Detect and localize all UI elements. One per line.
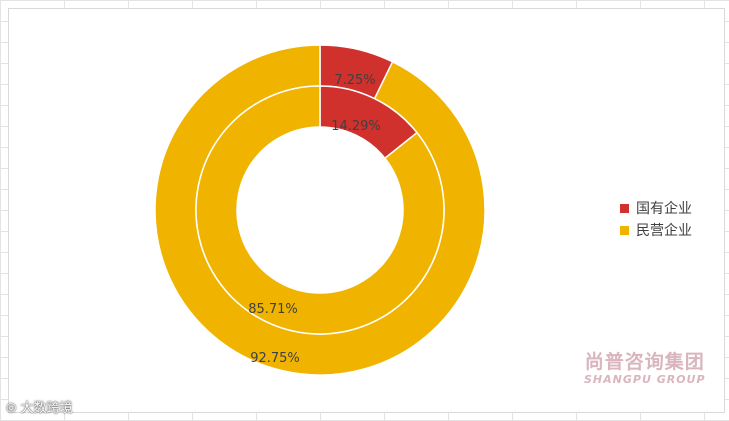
inner-ring-slice-1: [195, 85, 445, 335]
outer-ring-label-0: 7.25%: [334, 73, 375, 88]
legend-label-state-owned: 国有企业: [636, 201, 692, 217]
legend-label-private: 民营企业: [636, 223, 692, 239]
legend-item-state-owned: 国有企业: [620, 197, 692, 219]
legend-item-private: 民营企业: [620, 219, 692, 241]
legend-swatch-state-owned: [620, 203, 629, 213]
corner-watermark: ◎ 大数跨境: [6, 397, 73, 417]
legend-swatch-private: [620, 225, 629, 235]
inner-ring-label-0: 14.29%: [331, 119, 381, 134]
corner-watermark-text: 大数跨境: [20, 401, 73, 416]
doughnut-chart: 7.25% 92.75% 14.29% 85.71%: [154, 44, 486, 376]
camera-icon: ◎: [6, 399, 17, 414]
watermark-en: SHANGPU GROUP: [584, 373, 706, 386]
legend: 国有企业 民营企业: [620, 197, 692, 241]
watermark-cn: 尚普咨询集团: [584, 351, 705, 373]
shangpu-watermark: 尚普咨询集团 SHANGPU GROUP: [584, 347, 706, 386]
inner-ring-label-1: 85.71%: [248, 302, 298, 317]
chart-area[interactable]: 7.25% 92.75% 14.29% 85.71% 国有企业 民营企业: [8, 8, 725, 413]
outer-ring-label-1: 92.75%: [250, 351, 300, 366]
